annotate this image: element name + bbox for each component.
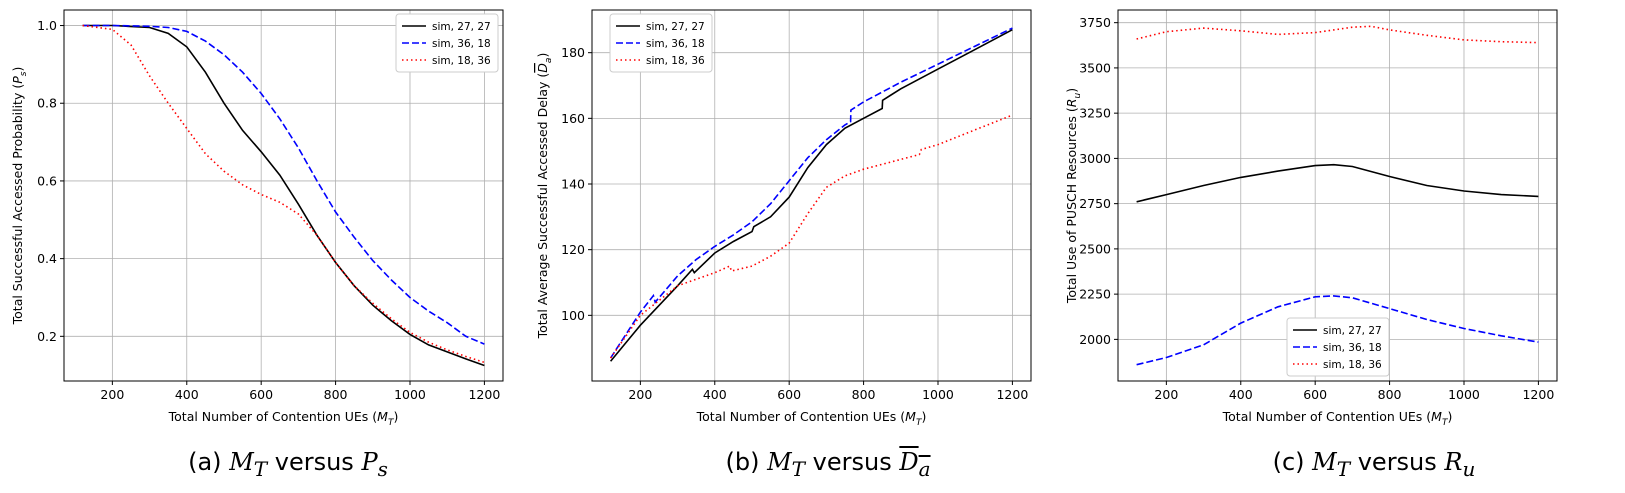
y-tick-label: 100 [561,308,585,323]
caption-c-letter: (c) [1272,448,1305,476]
series-line-36-18 [82,24,485,345]
legend-entry: sim, 18, 36 [1323,359,1382,371]
series-line-18-36 [1136,25,1539,44]
caption-b-xsub: T [791,456,805,481]
x-tick-label: 800 [852,387,876,402]
x-tick-label: 400 [703,387,727,402]
x-tick-label: 200 [628,387,652,402]
y-tick-label: 0.4 [37,251,57,266]
series-line-36-18 [609,27,1013,359]
chart-panel-0: 200 400 600 800 1000 1200 0.2 0.4 0.6 0.8 1.0 Total… [10,9,504,428]
caption-a-word: versus [274,448,354,476]
series-line-27-27 [1136,163,1539,203]
y-tick-label: 3000 [1079,151,1111,166]
caption-a-ysub: s [377,456,388,481]
caption-b: (b) MT versus Da [718,448,938,481]
x-tick-label: 1200 [468,387,500,402]
caption-b-letter: (b) [725,448,760,476]
y-tick-label: 0.6 [37,173,57,188]
x-tick-label: 1000 [394,387,426,402]
caption-c-ysub: u [1462,456,1476,481]
x-tick-label: 1200 [1522,387,1554,402]
legend-entry: sim, 36, 18 [646,38,705,50]
y-tick-label: 3250 [1079,106,1111,121]
y-axis-label: Total Use of PUSCH Resources (Ru) [1064,88,1083,304]
legend-entry: sim, 27, 27 [1323,325,1382,337]
caption-c: (c) MT versus Ru [1264,448,1484,481]
series-line-18-36 [82,24,485,364]
series-line-27-27 [609,28,1013,362]
series-line-27-27 [82,24,485,367]
caption-a-xvar: M [229,448,254,476]
x-tick-label: 1000 [1448,387,1480,402]
caption-b-word: versus [812,448,892,476]
x-tick-label: 200 [1154,387,1178,402]
axes-frame [63,9,504,382]
y-tick-label: 120 [561,242,585,257]
y-tick-label: 2750 [1079,196,1111,211]
x-tick-label: 600 [1303,387,1327,402]
legend-entry: sim, 18, 36 [432,55,491,67]
caption-a: (a) MT versus Ps [178,448,398,481]
y-tick-label: 1.0 [37,18,57,33]
y-tick-label: 3750 [1079,15,1111,30]
axes-frame [591,9,1032,382]
caption-c-xsub: T [1336,456,1351,481]
y-tick-label: 0.8 [37,96,57,111]
series-line-36-18 [1136,295,1539,366]
x-axis-label: Total Number of Contention UEs (MT) [696,409,927,428]
chart-panel-1: 200 400 600 800 1000 1200 100 120 140 160 180 Total… [535,9,1032,428]
legend-entry: sim, 18, 36 [646,55,705,67]
caption-c-xvar: M [1312,448,1337,476]
y-tick-label: 2250 [1079,287,1111,302]
legend-entry: sim, 36, 18 [432,38,491,50]
y-tick-label: 180 [561,45,585,60]
x-tick-label: 800 [1378,387,1402,402]
y-tick-label: 2000 [1079,332,1111,347]
y-axis-label: Total Successful Accessed Probability (P… [10,67,29,326]
legend-entry: sim, 27, 27 [646,21,705,33]
caption-a-xsub: T [253,456,268,481]
axes-frame [1117,9,1558,382]
caption-a-yvar: P [361,448,378,476]
y-tick-label: 2500 [1079,241,1111,256]
legend-box [395,13,499,73]
x-axis-label: Total Number of Contention UEs (MT) [168,409,399,428]
x-tick-label: 800 [324,387,348,402]
x-tick-label: 1200 [996,387,1028,402]
y-tick-label: 160 [561,111,585,126]
caption-b-ysub: a [918,456,931,481]
legend-box [609,13,713,73]
x-tick-label: 1000 [922,387,954,402]
x-tick-label: 400 [175,387,199,402]
x-tick-label: 600 [777,387,801,402]
caption-b-yvar: D [899,448,919,476]
caption-c-yvar: R [1444,448,1463,476]
caption-a-letter: (a) [188,448,222,476]
legend-entry: sim, 27, 27 [432,21,491,33]
y-tick-label: 3500 [1079,60,1111,75]
caption-b-xvar: M [767,448,792,476]
legend-box [1286,317,1390,377]
x-tick-label: 600 [249,387,273,402]
y-tick-label: 0.2 [37,329,57,344]
x-axis-label: Total Number of Contention UEs (MT) [1222,409,1453,428]
series-line-18-36 [609,114,1013,359]
caption-c-word: versus [1357,448,1437,476]
chart-panel-2: 200 400 600 800 1000 1200 2000 2250 2500 2750 3000… [1064,9,1558,428]
x-tick-label: 400 [1229,387,1253,402]
legend-entry: sim, 36, 18 [1323,342,1382,354]
y-axis-label: Total Average Successful Accessed Delay … [535,53,554,340]
x-tick-label: 200 [100,387,124,402]
y-tick-label: 140 [561,177,585,192]
